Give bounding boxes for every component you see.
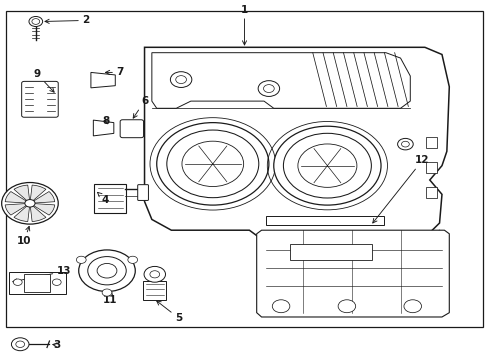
Text: 4: 4 — [97, 192, 109, 205]
FancyBboxPatch shape — [425, 136, 436, 148]
Circle shape — [13, 279, 22, 285]
Text: 11: 11 — [103, 292, 118, 305]
Text: 9: 9 — [34, 69, 54, 92]
FancyBboxPatch shape — [24, 274, 50, 292]
Circle shape — [170, 72, 191, 87]
FancyBboxPatch shape — [120, 120, 143, 138]
FancyBboxPatch shape — [138, 185, 148, 201]
Circle shape — [16, 341, 24, 347]
Circle shape — [150, 271, 159, 278]
Circle shape — [97, 264, 117, 278]
Circle shape — [397, 138, 412, 150]
Polygon shape — [93, 120, 114, 136]
Circle shape — [182, 141, 243, 186]
Polygon shape — [91, 72, 115, 88]
Text: 10: 10 — [17, 226, 31, 246]
Text: 5: 5 — [156, 301, 182, 323]
Circle shape — [29, 17, 42, 27]
Circle shape — [76, 256, 86, 264]
Circle shape — [166, 130, 258, 198]
Circle shape — [144, 266, 165, 282]
Circle shape — [273, 126, 380, 205]
Circle shape — [258, 81, 279, 96]
Circle shape — [263, 85, 274, 93]
Circle shape — [1, 183, 58, 224]
Circle shape — [102, 289, 112, 296]
Text: 1: 1 — [241, 5, 247, 45]
Circle shape — [283, 133, 370, 198]
Text: 7: 7 — [105, 67, 123, 77]
Circle shape — [272, 300, 289, 313]
Polygon shape — [256, 230, 448, 317]
Wedge shape — [5, 203, 30, 215]
Circle shape — [127, 256, 137, 264]
Wedge shape — [30, 203, 55, 215]
FancyBboxPatch shape — [289, 244, 371, 260]
FancyBboxPatch shape — [425, 162, 436, 173]
Wedge shape — [14, 185, 30, 203]
Circle shape — [401, 141, 408, 147]
Circle shape — [403, 300, 421, 313]
Wedge shape — [30, 185, 46, 203]
Wedge shape — [14, 203, 30, 221]
Circle shape — [11, 338, 29, 351]
Circle shape — [337, 300, 355, 313]
Circle shape — [32, 19, 40, 24]
Circle shape — [157, 123, 268, 205]
Bar — [5, 12, 483, 327]
Circle shape — [87, 257, 126, 285]
Text: 6: 6 — [133, 96, 148, 118]
FancyBboxPatch shape — [425, 187, 436, 198]
FancyBboxPatch shape — [9, 272, 65, 294]
FancyBboxPatch shape — [265, 216, 383, 225]
Polygon shape — [144, 47, 448, 241]
FancyBboxPatch shape — [21, 81, 58, 117]
Wedge shape — [30, 203, 46, 221]
FancyBboxPatch shape — [94, 184, 126, 213]
Circle shape — [25, 199, 35, 207]
Text: 13: 13 — [13, 266, 71, 283]
Wedge shape — [5, 192, 30, 203]
Circle shape — [79, 250, 135, 292]
Text: 3: 3 — [53, 340, 61, 350]
Text: 12: 12 — [372, 155, 429, 223]
Polygon shape — [152, 53, 409, 108]
Text: 2: 2 — [45, 15, 89, 26]
Wedge shape — [30, 192, 55, 203]
FancyBboxPatch shape — [143, 281, 166, 300]
Circle shape — [52, 279, 61, 285]
Text: 8: 8 — [102, 116, 109, 126]
Circle shape — [175, 76, 186, 84]
Circle shape — [297, 144, 356, 187]
